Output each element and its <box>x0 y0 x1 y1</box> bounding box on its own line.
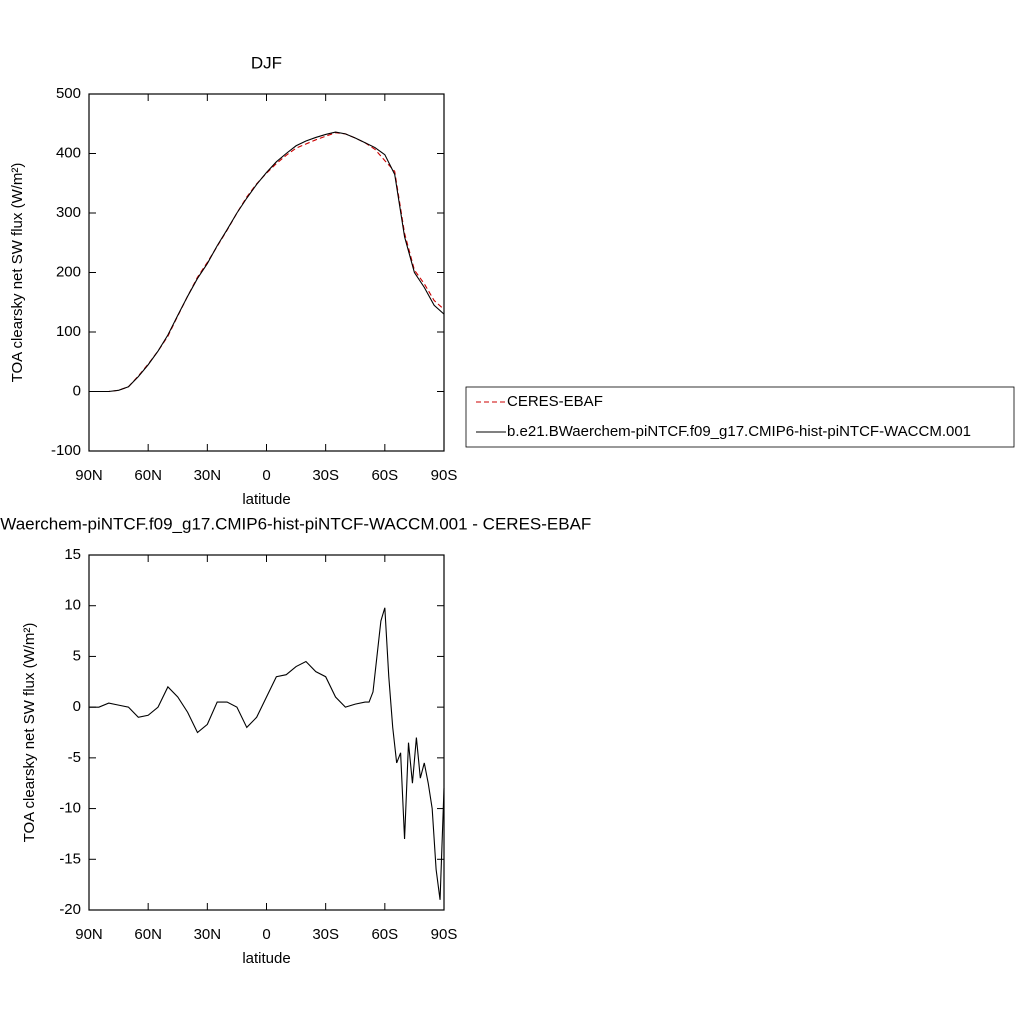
data-line <box>89 131 445 393</box>
y-tick-label: 5 <box>73 647 81 664</box>
x-tick-label: 0 <box>262 926 270 943</box>
x-tick-label: 90S <box>431 467 458 484</box>
x-tick-label: 30N <box>194 926 222 943</box>
x-tick-label: 30N <box>194 467 222 484</box>
y-tick-label: 0 <box>73 698 81 715</box>
data-line <box>89 132 445 393</box>
x-tick-label: 30S <box>312 467 339 484</box>
y-tick-label: 10 <box>64 597 81 614</box>
legend-label: b.e21.BWaerchem-piNTCF.f09_g17.CMIP6-his… <box>507 423 971 440</box>
legend-box <box>465 386 1015 448</box>
y-tick-label: -15 <box>59 850 81 867</box>
y-tick-label: 100 <box>56 323 81 340</box>
x-tick-label: 90S <box>431 926 458 943</box>
y-axis-label: TOA clearsky net SW flux (W/m²) <box>9 163 26 383</box>
y-tick-label: -20 <box>59 901 81 918</box>
chart-title: DJF <box>251 53 282 72</box>
chart-title: b.e21.BWaerchem-piNTCF.f09_g17.CMIP6-his… <box>0 514 591 533</box>
x-axis-label: latitude <box>242 950 290 967</box>
y-axis-label: TOA clearsky net SW flux (W/m²) <box>21 623 38 843</box>
x-tick-label: 30S <box>312 926 339 943</box>
x-tick-label: 60N <box>134 467 162 484</box>
y-tick-label: 200 <box>56 263 81 280</box>
data-line <box>89 607 445 900</box>
x-tick-label: 60S <box>371 467 398 484</box>
y-tick-label: 15 <box>64 546 81 563</box>
plot-frame <box>88 554 445 911</box>
x-axis-label: latitude <box>242 491 290 508</box>
x-tick-label: 60S <box>371 926 398 943</box>
x-tick-label: 60N <box>134 926 162 943</box>
y-tick-label: 500 <box>56 85 81 102</box>
y-tick-label: -10 <box>59 800 81 817</box>
legend-label: CERES-EBAF <box>507 393 603 410</box>
x-tick-label: 90N <box>75 926 103 943</box>
y-tick-label: 400 <box>56 144 81 161</box>
y-tick-label: 300 <box>56 204 81 221</box>
x-tick-label: 90N <box>75 467 103 484</box>
x-tick-label: 0 <box>262 467 270 484</box>
y-tick-label: -100 <box>51 442 81 459</box>
plot-frame <box>88 93 445 452</box>
y-tick-label: -5 <box>68 749 81 766</box>
y-tick-label: 0 <box>73 382 81 399</box>
